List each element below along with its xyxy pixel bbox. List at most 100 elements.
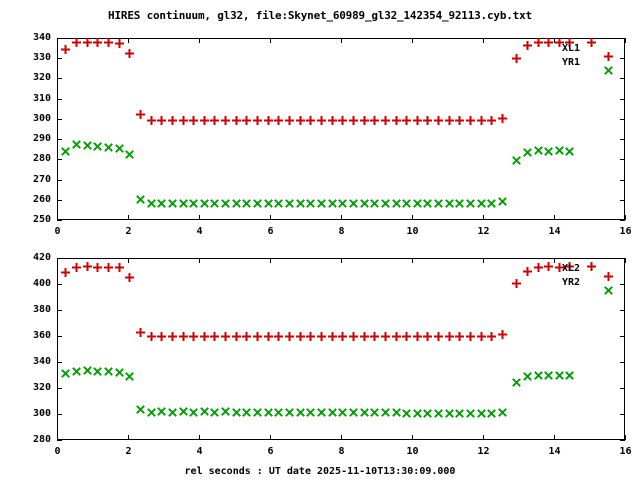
top-x-tick — [57, 215, 58, 220]
top-y-tick-right — [620, 38, 625, 39]
bottom-y-tick-label: 320 — [32, 381, 51, 393]
top-x-tick-label: 14 — [548, 226, 561, 237]
bottom-y-tick-right — [620, 336, 625, 337]
bottom-x-tick-top — [412, 258, 413, 263]
bottom-x-tick-top — [57, 258, 58, 263]
top-y-tick-label: 290 — [32, 132, 51, 144]
bottom-x-tick — [483, 435, 484, 440]
bottom-y-tick-right — [620, 414, 625, 415]
top-y-tick-label: 340 — [32, 31, 51, 43]
bottom-x-tick-label: 16 — [619, 446, 632, 457]
bottom-y-tick — [57, 440, 62, 441]
top-y-tick-label: 260 — [32, 193, 51, 205]
bottom-y-tick — [57, 362, 62, 363]
top-y-tick-label: 310 — [32, 92, 51, 104]
top-y-tick-label: 300 — [32, 112, 51, 124]
bottom-y-tick-right — [620, 388, 625, 389]
bottom-x-tick-label: 2 — [125, 446, 132, 457]
top-x-tick — [412, 215, 413, 220]
bottom-x-tick-label: 14 — [548, 446, 561, 457]
bottom-x-tick-label: 10 — [406, 446, 419, 457]
bottom-y-tick-right — [620, 362, 625, 363]
bottom-y-tick — [57, 414, 62, 415]
top-x-tick-top — [270, 38, 271, 43]
top-x-tick-top — [554, 38, 555, 43]
top-x-tick-top — [128, 38, 129, 43]
bottom-y-tick-label: 300 — [32, 407, 51, 419]
bottom-x-tick — [554, 435, 555, 440]
top-x-tick — [625, 215, 626, 220]
bottom-x-tick — [199, 435, 200, 440]
top-y-tick-right — [620, 139, 625, 140]
bottom-x-tick — [270, 435, 271, 440]
bottom-x-tick-top — [483, 258, 484, 263]
top-x-tick-top — [483, 38, 484, 43]
top-y-tick-right — [620, 159, 625, 160]
bottom-x-tick-top — [625, 258, 626, 263]
bottom-x-tick — [412, 435, 413, 440]
bottom-legend-marker-xl2 — [603, 266, 613, 281]
bottom-x-tick-top — [341, 258, 342, 263]
top-x-tick-top — [57, 38, 58, 43]
bottom-y-tick-label: 400 — [32, 277, 51, 289]
bottom-legend-label-yr2: YR2 — [561, 277, 580, 288]
top-y-tick — [57, 78, 62, 79]
top-x-tick-top — [199, 38, 200, 43]
top-y-tick — [57, 200, 62, 201]
top-y-tick-right — [620, 180, 625, 181]
bottom-x-tick-label: 0 — [54, 446, 61, 457]
bottom-y-tick-label: 380 — [32, 303, 51, 315]
top-y-tick-label: 280 — [32, 152, 51, 164]
bottom-y-tick-right — [620, 258, 625, 259]
top-x-tick — [128, 215, 129, 220]
top-x-tick-label: 6 — [267, 226, 274, 237]
bottom-x-tick-label: 4 — [196, 446, 203, 457]
top-x-tick — [270, 215, 271, 220]
top-x-tick-label: 0 — [54, 226, 61, 237]
bottom-x-tick — [128, 435, 129, 440]
bottom-y-tick-label: 360 — [32, 329, 51, 341]
top-y-tick — [57, 139, 62, 140]
bottom-x-tick-label: 12 — [477, 446, 490, 457]
bottom-y-tick — [57, 258, 62, 259]
bottom-x-tick — [341, 435, 342, 440]
top-y-tick — [57, 220, 62, 221]
bottom-legend-marker-yr2 — [603, 280, 613, 295]
top-y-tick — [57, 58, 62, 59]
top-y-tick — [57, 180, 62, 181]
top-y-tick — [57, 99, 62, 100]
top-y-tick-right — [620, 99, 625, 100]
top-x-tick-top — [412, 38, 413, 43]
top-y-tick-right — [620, 119, 625, 120]
top-x-tick-label: 10 — [406, 226, 419, 237]
top-y-tick-label: 250 — [32, 213, 51, 225]
top-y-tick-label: 270 — [32, 173, 51, 185]
top-legend-label-yr1: YR1 — [561, 57, 580, 68]
top-x-tick-label: 12 — [477, 226, 490, 237]
bottom-y-tick — [57, 310, 62, 311]
top-y-tick — [57, 119, 62, 120]
top-y-tick — [57, 159, 62, 160]
top-x-tick-label: 16 — [619, 226, 632, 237]
bottom-y-tick-right — [620, 284, 625, 285]
bottom-x-tick-label: 8 — [338, 446, 345, 457]
top-x-tick-top — [341, 38, 342, 43]
bottom-y-tick-label: 340 — [32, 355, 51, 367]
top-y-tick-right — [620, 220, 625, 221]
top-y-tick-right — [620, 58, 625, 59]
bottom-legend-label-xl2: XL2 — [561, 263, 580, 274]
bottom-x-tick-top — [128, 258, 129, 263]
top-x-tick-label: 8 — [338, 226, 345, 237]
bottom-y-tick — [57, 284, 62, 285]
bottom-x-tick-label: 6 — [267, 446, 274, 457]
bottom-x-tick — [625, 435, 626, 440]
bottom-y-tick — [57, 388, 62, 389]
top-y-tick-right — [620, 78, 625, 79]
top-legend-marker-xl1 — [603, 46, 613, 61]
top-y-tick-label: 320 — [32, 71, 51, 83]
bottom-y-tick-label: 280 — [32, 433, 51, 445]
top-legend-marker-yr1 — [603, 60, 613, 75]
top-x-tick — [554, 215, 555, 220]
